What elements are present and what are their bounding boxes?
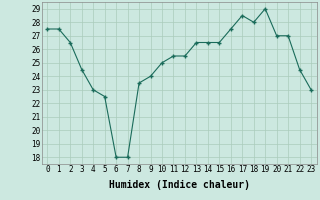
X-axis label: Humidex (Indice chaleur): Humidex (Indice chaleur) bbox=[109, 180, 250, 190]
